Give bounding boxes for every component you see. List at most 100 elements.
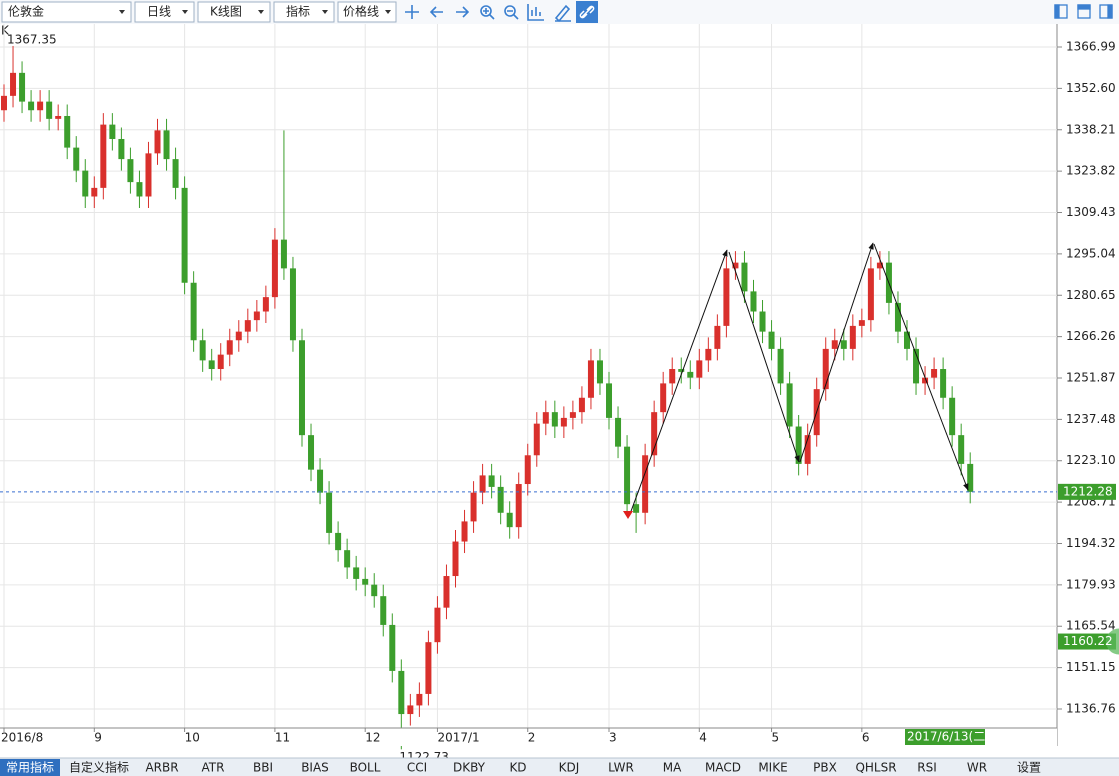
tab[interactable]: BOLL (350, 761, 381, 775)
candle-body (723, 268, 730, 326)
x-tick-label: 2017/1 (437, 731, 479, 745)
y-tick-label: 1165.54 (1066, 619, 1116, 633)
link-icon[interactable] (576, 1, 598, 23)
candle-body (858, 320, 865, 326)
candle-body (407, 705, 414, 715)
tab[interactable]: WR (967, 761, 987, 775)
candle-body (777, 348, 784, 384)
tab[interactable]: 自定义指标 (69, 760, 129, 775)
tab[interactable]: 常用指标 (6, 760, 54, 775)
candle-body (172, 159, 179, 188)
candle-body (786, 383, 793, 427)
candle-body (804, 435, 811, 464)
candle-body (298, 340, 305, 436)
x-tick-label: 9 (94, 731, 102, 745)
layout-icon[interactable] (1054, 4, 1068, 19)
tab[interactable]: RSI (917, 761, 937, 775)
tab-bar-bg (0, 758, 1119, 776)
zoom-out-icon[interactable] (504, 5, 519, 20)
candle-body (958, 435, 965, 464)
left-icon[interactable] (429, 6, 443, 18)
candle-body (894, 302, 901, 332)
tab[interactable]: MIKE (758, 761, 787, 775)
dropdown[interactable]: 日线 (134, 1, 195, 23)
right-icon[interactable] (456, 6, 470, 18)
candle-body (470, 492, 477, 522)
crosshair-icon[interactable] (405, 5, 419, 19)
candle-body (506, 512, 513, 528)
tab[interactable]: CCI (407, 761, 427, 775)
tab[interactable]: KD (509, 761, 526, 775)
x-tick-label: 2 (528, 731, 536, 745)
y-tick-label: 1266.26 (1066, 329, 1116, 343)
y-tick-label: 1323.82 (1066, 164, 1116, 178)
indicator: 指标 (286, 4, 310, 19)
candle-body (127, 159, 134, 183)
candle-body (669, 369, 676, 384)
layout-icon[interactable] (1077, 4, 1091, 19)
candle-body (253, 311, 260, 321)
candle-body (37, 101, 44, 111)
candle-body (633, 504, 640, 513)
candle-body (416, 693, 423, 706)
candle-body (651, 412, 658, 456)
tab[interactable]: MACD (705, 761, 741, 775)
toolbar: 伦敦金 日线 K线图 指标 价格线 (0, 0, 1119, 24)
tab[interactable]: BIAS (301, 761, 329, 775)
candle-body (443, 576, 450, 608)
tab[interactable]: ARBR (145, 761, 178, 775)
y-tick-label: 1338.21 (1066, 122, 1116, 136)
candle-body (19, 72, 26, 102)
candle-body (551, 412, 558, 427)
plot: 1366.99 1352.60 1338.21 1323.82 1309.43 1295.… (0, 24, 1119, 764)
candle-body (967, 463, 974, 492)
pen-icon[interactable] (554, 4, 571, 23)
candle-body (163, 130, 170, 160)
tab[interactable]: KDJ (559, 761, 580, 775)
candle-body (940, 369, 947, 398)
marker-handle[interactable] (1106, 628, 1119, 655)
chart-label: K (1, 24, 10, 38)
candle-body (91, 187, 98, 197)
tab[interactable]: 设置 (1017, 761, 1041, 775)
y-tick-label: 1309.43 (1066, 205, 1116, 219)
candle-body (606, 383, 613, 418)
tab[interactable]: BBI (253, 761, 273, 775)
bars-icon[interactable] (527, 4, 544, 21)
x-tick-label: 4 (699, 731, 707, 745)
layout-icon[interactable] (1099, 4, 1113, 19)
candle-body (226, 340, 233, 355)
candle-body (271, 239, 278, 298)
candle-body (497, 486, 504, 513)
candle-body (389, 624, 396, 671)
x-tick-label: 6 (862, 731, 870, 745)
zoom-in-icon[interactable] (480, 5, 495, 20)
candle-body (100, 124, 107, 188)
candle-body (479, 475, 486, 493)
candle-body (109, 124, 116, 139)
dropdown[interactable]: K线图 (197, 1, 271, 23)
dropdown[interactable]: 伦敦金 (1, 1, 132, 23)
y-tick-label: 1366.99 (1066, 40, 1116, 54)
candle-body (317, 469, 324, 493)
candle-body (759, 311, 766, 332)
tab[interactable]: ATR (202, 761, 225, 775)
tab[interactable]: LWR (608, 761, 634, 775)
dropdown[interactable]: 指标 (273, 1, 335, 23)
candle-body (840, 340, 847, 349)
dropdown[interactable]: 价格线 (337, 1, 397, 23)
tab[interactable]: MA (663, 761, 682, 775)
tab[interactable]: DKBY (453, 761, 486, 775)
candle-body (587, 360, 594, 398)
candle-body (488, 475, 495, 487)
x-tick-label: 3 (609, 731, 617, 745)
period: 日线 (147, 5, 171, 19)
candle-body (326, 492, 333, 533)
candle-body (867, 268, 874, 321)
candle-body (362, 578, 369, 585)
candle-body (145, 153, 152, 197)
tab[interactable]: PBX (813, 761, 837, 775)
candle-body (199, 340, 206, 361)
tab[interactable]: QHLSR (855, 761, 896, 775)
